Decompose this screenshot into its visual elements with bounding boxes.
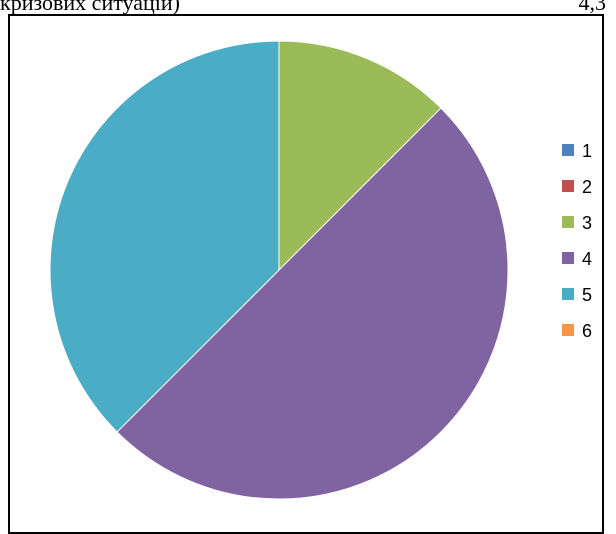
header-text-fragment: кризових ситуацій) 4,3	[0, 0, 616, 15]
header-text-right: 4,3	[578, 0, 607, 15]
legend-label-2: 2	[582, 177, 592, 197]
legend-swatch-4	[562, 252, 574, 264]
legend-label-4: 4	[582, 249, 592, 269]
legend-swatch-1	[562, 144, 574, 156]
legend-label-3: 3	[582, 213, 592, 233]
legend-swatch-3	[562, 216, 574, 228]
legend-label-6: 6	[582, 321, 592, 341]
pie-chart: 1 2 3 4 5 6	[49, 40, 592, 500]
legend-swatch-2	[562, 180, 574, 192]
pie-slice-3	[278, 40, 442, 272]
legend-label-5: 5	[582, 285, 592, 305]
legend-swatch-5	[562, 288, 574, 300]
pie-slice-4	[116, 107, 509, 500]
legend-swatch-6	[562, 324, 574, 336]
legend-label-1: 1	[582, 141, 592, 161]
pie-slice-5	[49, 40, 280, 433]
header-text-left: кризових ситуацій)	[0, 0, 181, 15]
